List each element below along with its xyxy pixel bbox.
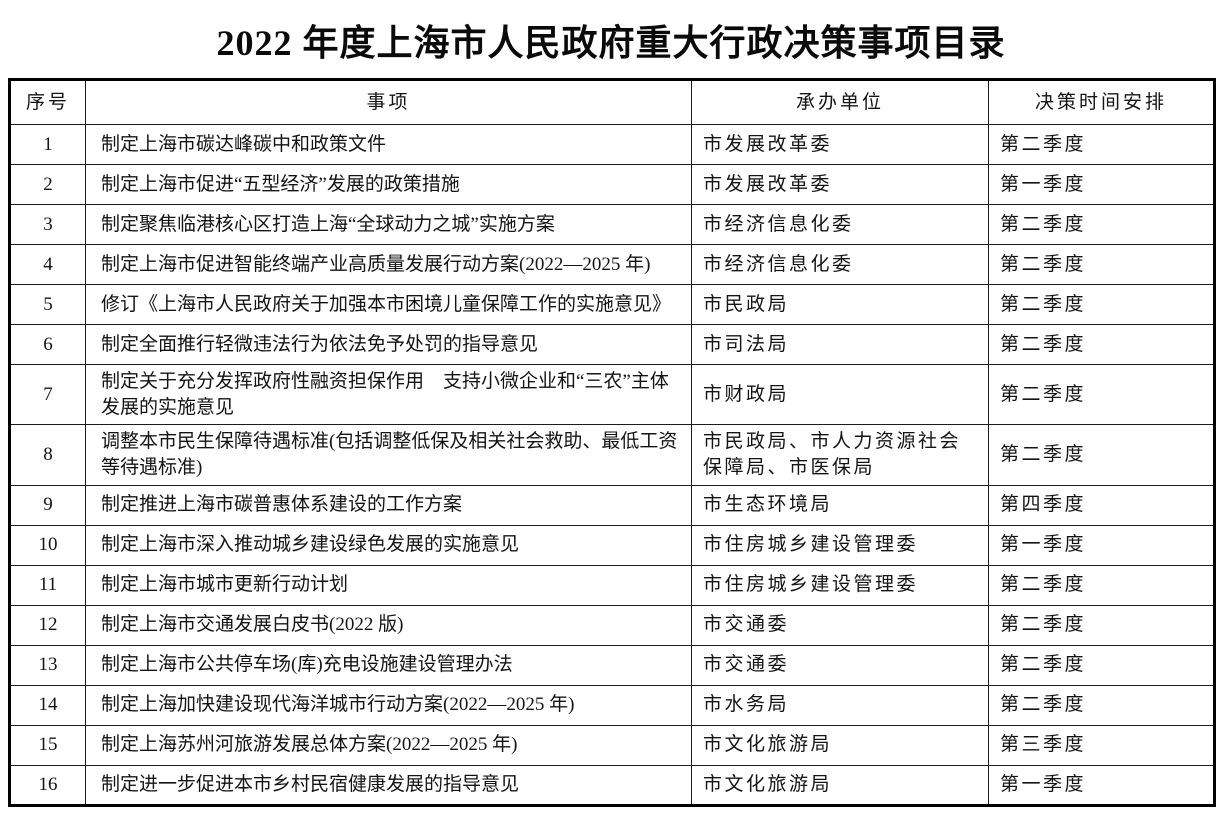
- row-schedule: 第二季度: [988, 604, 1215, 646]
- table-row: 4 制定上海市促进智能终端产业高质量发展行动方案(2022—2025 年) 市经…: [9, 244, 1215, 285]
- row-no: 8: [9, 424, 86, 486]
- row-item: 制定进一步促进本市乡村民宿健康发展的指导意见: [85, 764, 692, 806]
- table-row: 10 制定上海市深入推动城乡建设绿色发展的实施意见 市住房城乡建设管理委 第一季…: [9, 524, 1215, 566]
- row-schedule: 第一季度: [988, 164, 1215, 205]
- row-unit: 市民政局: [691, 284, 989, 325]
- row-no: 7: [9, 363, 86, 426]
- row-item: 制定上海市促进智能终端产业高质量发展行动方案(2022—2025 年): [85, 244, 692, 285]
- row-no: 6: [9, 324, 86, 365]
- table-row: 9 制定推进上海市碳普惠体系建设的工作方案 市生态环境局 第四季度: [9, 484, 1215, 526]
- row-item: 制定推进上海市碳普惠体系建设的工作方案: [85, 484, 692, 526]
- row-no: 2: [9, 164, 86, 205]
- table-row: 8 调整本市民生保障待遇标准(包括调整低保及相关社会救助、最低工资等待遇标准) …: [9, 424, 1215, 486]
- header-no: 序号: [9, 79, 86, 125]
- row-no: 11: [9, 564, 86, 606]
- row-no: 1: [9, 124, 86, 165]
- row-no: 10: [9, 524, 86, 566]
- row-item: 制定上海市促进“五型经济”发展的政策措施: [85, 164, 692, 205]
- row-schedule: 第二季度: [988, 204, 1215, 245]
- table-row: 7 制定关于充分发挥政府性融资担保作用 支持小微企业和“三农”主体发展的实施意见…: [9, 363, 1215, 426]
- table-row: 12 制定上海市交通发展白皮书(2022 版) 市交通委 第二季度: [9, 604, 1215, 646]
- row-item: 制定全面推行轻微违法行为依法免予处罚的指导意见: [85, 324, 692, 365]
- row-no: 3: [9, 204, 86, 245]
- row-item: 制定关于充分发挥政府性融资担保作用 支持小微企业和“三农”主体发展的实施意见: [85, 363, 692, 426]
- row-schedule: 第二季度: [988, 324, 1215, 365]
- row-item: 调整本市民生保障待遇标准(包括调整低保及相关社会救助、最低工资等待遇标准): [85, 424, 692, 486]
- row-schedule: 第二季度: [988, 564, 1215, 606]
- row-item: 制定上海市城市更新行动计划: [85, 564, 692, 606]
- row-no: 15: [9, 724, 86, 766]
- row-item: 修订《上海市人民政府关于加强本市困境儿童保障工作的实施意见》: [85, 284, 692, 325]
- row-unit: 市生态环境局: [691, 484, 989, 526]
- table-row: 14 制定上海加快建设现代海洋城市行动方案(2022—2025 年) 市水务局 …: [9, 684, 1215, 726]
- table-row: 6 制定全面推行轻微违法行为依法免予处罚的指导意见 市司法局 第二季度: [9, 324, 1215, 365]
- row-schedule: 第二季度: [988, 124, 1215, 165]
- row-no: 12: [9, 604, 86, 646]
- row-schedule: 第二季度: [988, 684, 1215, 726]
- page-title: 2022 年度上海市人民政府重大行政决策事项目录: [216, 23, 1006, 63]
- row-unit: 市发展改革委: [691, 164, 989, 205]
- row-unit: 市文化旅游局: [691, 764, 989, 806]
- row-unit: 市交通委: [691, 644, 989, 686]
- decision-catalog-table: 序号 事项 承办单位 决策时间安排 1 制定上海市碳达峰碳中和政策文件 市发展改…: [8, 78, 1216, 807]
- header-unit: 承办单位: [691, 79, 989, 125]
- row-no: 14: [9, 684, 86, 726]
- row-schedule: 第一季度: [988, 524, 1215, 566]
- row-unit: 市经济信息化委: [691, 204, 989, 245]
- table-row: 11 制定上海市城市更新行动计划 市住房城乡建设管理委 第二季度: [9, 564, 1215, 606]
- table-row: 5 修订《上海市人民政府关于加强本市困境儿童保障工作的实施意见》 市民政局 第二…: [9, 284, 1215, 325]
- row-item: 制定上海市深入推动城乡建设绿色发展的实施意见: [85, 524, 692, 566]
- table-row: 16 制定进一步促进本市乡村民宿健康发展的指导意见 市文化旅游局 第一季度: [9, 764, 1215, 806]
- row-item: 制定聚焦临港核心区打造上海“全球动力之城”实施方案: [85, 204, 692, 245]
- row-schedule: 第二季度: [988, 424, 1215, 486]
- row-unit: 市住房城乡建设管理委: [691, 524, 989, 566]
- row-unit: 市交通委: [691, 604, 989, 646]
- row-unit: 市文化旅游局: [691, 724, 989, 766]
- row-no: 4: [9, 244, 86, 285]
- row-schedule: 第二季度: [988, 644, 1215, 686]
- row-schedule: 第二季度: [988, 244, 1215, 285]
- row-unit: 市水务局: [691, 684, 989, 726]
- row-no: 16: [9, 764, 86, 806]
- table-row: 1 制定上海市碳达峰碳中和政策文件 市发展改革委 第二季度: [9, 124, 1215, 165]
- row-no: 5: [9, 284, 86, 325]
- table-row: 15 制定上海苏州河旅游发展总体方案(2022—2025 年) 市文化旅游局 第…: [9, 724, 1215, 766]
- row-schedule: 第一季度: [988, 764, 1215, 806]
- row-item: 制定上海加快建设现代海洋城市行动方案(2022—2025 年): [85, 684, 692, 726]
- row-no: 9: [9, 484, 86, 526]
- row-schedule: 第二季度: [988, 284, 1215, 325]
- row-schedule: 第四季度: [988, 484, 1215, 526]
- row-item: 制定上海市碳达峰碳中和政策文件: [85, 124, 692, 165]
- table-row: 13 制定上海市公共停车场(库)充电设施建设管理办法 市交通委 第二季度: [9, 644, 1215, 686]
- row-unit: 市司法局: [691, 324, 989, 365]
- row-unit: 市经济信息化委: [691, 244, 989, 285]
- row-item: 制定上海市交通发展白皮书(2022 版): [85, 604, 692, 646]
- row-no: 13: [9, 644, 86, 686]
- header-item: 事项: [85, 79, 692, 125]
- header-schedule: 决策时间安排: [988, 79, 1215, 125]
- row-unit: 市住房城乡建设管理委: [691, 564, 989, 606]
- table-row: 3 制定聚焦临港核心区打造上海“全球动力之城”实施方案 市经济信息化委 第二季度: [9, 204, 1215, 245]
- row-unit: 市发展改革委: [691, 124, 989, 165]
- row-item: 制定上海苏州河旅游发展总体方案(2022—2025 年): [85, 724, 692, 766]
- row-item: 制定上海市公共停车场(库)充电设施建设管理办法: [85, 644, 692, 686]
- table-header-row: 序号 事项 承办单位 决策时间安排: [9, 79, 1215, 125]
- row-schedule: 第三季度: [988, 724, 1215, 766]
- table-row: 2 制定上海市促进“五型经济”发展的政策措施 市发展改革委 第一季度: [9, 164, 1215, 205]
- row-unit: 市民政局、市人力资源社会保障局、市医保局: [691, 424, 989, 486]
- row-unit: 市财政局: [691, 363, 989, 426]
- row-schedule: 第二季度: [988, 363, 1215, 426]
